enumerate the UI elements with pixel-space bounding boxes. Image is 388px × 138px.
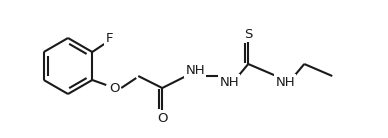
Text: O: O (109, 82, 120, 95)
Text: NH: NH (275, 75, 295, 88)
Text: NH: NH (220, 75, 239, 88)
Text: NH: NH (185, 63, 205, 76)
Text: F: F (106, 33, 113, 46)
Text: S: S (244, 27, 253, 40)
Text: O: O (157, 112, 168, 124)
